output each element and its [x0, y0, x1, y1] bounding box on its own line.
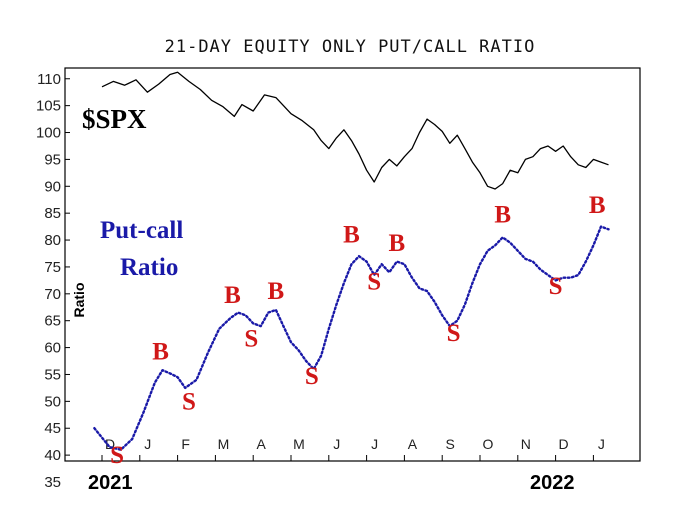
buy-signal-5: B [268, 278, 285, 305]
buy-signal-9: B [388, 230, 405, 257]
y-tick-label: 45 [44, 420, 61, 437]
sell-signal-6: S [305, 363, 319, 390]
y-tick-label: 55 [44, 366, 61, 383]
x-tick-label: F [181, 436, 190, 452]
y-tick-label: 60 [44, 340, 61, 357]
y-tick-label: 70 [44, 286, 61, 303]
x-tick-label: A [257, 436, 267, 452]
y-tick-label: 105 [36, 98, 61, 115]
sell-signal-8: S [367, 269, 381, 296]
spx-series-label: $SPX [82, 104, 147, 134]
sell-signal-12: S [549, 273, 563, 300]
x-tick-label: D [105, 436, 115, 452]
sell-signal-0: S [110, 442, 124, 469]
put-call-ratio-line [93, 225, 610, 451]
y-tick-label: 95 [44, 151, 61, 168]
x-tick-label: A [408, 436, 418, 452]
y-tick-label: 100 [36, 125, 61, 142]
y-tick-label: 75 [44, 259, 61, 276]
x-tick-label: J [144, 436, 151, 452]
y-tick-label: 80 [44, 232, 61, 249]
x-tick-label: J [371, 436, 378, 452]
year-label-2022: 2022 [530, 472, 575, 494]
y-tick-label: 35 [44, 474, 61, 491]
ratio-series-label: Ratio [120, 254, 178, 281]
buy-signal-3: B [224, 282, 241, 309]
x-tick-label: M [293, 436, 305, 452]
buy-signal-11: B [494, 201, 511, 228]
chart-title: 21-DAY EQUITY ONLY PUT/CALL RATIO [165, 37, 536, 57]
sell-signal-4: S [244, 326, 258, 353]
y-tick-label: 65 [44, 313, 61, 330]
series-layer [93, 71, 610, 451]
plot-frame [64, 67, 641, 462]
y-axis-label: Ratio [71, 283, 87, 318]
y-tick-label: 50 [44, 393, 61, 410]
buy-signal-7: B [343, 222, 360, 249]
x-tick-label: D [559, 436, 569, 452]
y-tick-label: 40 [44, 447, 61, 464]
y-axis: 35 40 45 50 55 60 65 70 75 80 85 90 95 100 105 110 [36, 71, 70, 491]
year-label-2021: 2021 [88, 472, 133, 494]
buy-signal-1: B [152, 338, 169, 365]
buy-signal-13: B [589, 192, 606, 219]
x-tick-label: N [521, 436, 531, 452]
sell-signal-10: S [447, 320, 461, 347]
x-tick-label: J [333, 436, 340, 452]
x-tick-label: M [218, 436, 230, 452]
y-tick-label: 85 [44, 205, 61, 222]
x-tick-label: J [598, 436, 605, 452]
spx-line [101, 71, 609, 190]
y-tick-label: 110 [37, 71, 61, 88]
sell-signal-2: S [182, 388, 196, 415]
put-call-series-label: Put-call [100, 217, 183, 244]
x-tick-label: O [483, 436, 494, 452]
x-tick-label: S [446, 436, 455, 452]
y-tick-label: 90 [44, 178, 61, 195]
